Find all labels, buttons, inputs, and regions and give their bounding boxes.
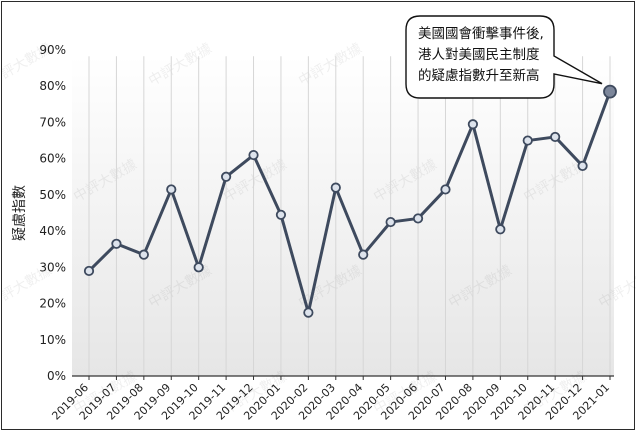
data-point [440, 184, 451, 195]
y-axis-label: 疑慮指數 [12, 185, 28, 241]
y-tick-label: 80% [39, 79, 66, 93]
data-point [495, 224, 506, 235]
grid-layer [88, 56, 611, 376]
data-point [221, 171, 232, 182]
y-tick-label: 60% [39, 152, 66, 166]
data-point [577, 160, 588, 172]
data-point [358, 249, 369, 260]
y-tick-label: 40% [39, 224, 66, 238]
data-point [385, 216, 396, 228]
callout-bubble [405, 15, 603, 99]
y-tick-label: 30% [39, 260, 66, 274]
plot-background [72, 56, 614, 376]
data-point [193, 262, 204, 273]
y-tick-label: 50% [39, 188, 66, 202]
data-point [603, 84, 617, 99]
data-point [248, 149, 259, 161]
data-point [412, 213, 424, 224]
callout-text-line: 的疑慮指數升至新高 [418, 67, 540, 84]
data-point [522, 135, 533, 146]
series-line [87, 91, 612, 315]
data-point [303, 307, 314, 318]
data-point [467, 119, 478, 130]
data-point [275, 209, 287, 220]
y-tick-label: 20% [39, 297, 66, 311]
callout-text-line: 港人對美國民主制度 [418, 47, 540, 63]
plot-area [72, 56, 614, 376]
y-tick-label: 0% [47, 369, 66, 383]
data-point [166, 184, 177, 195]
y-tick-label: 70% [39, 115, 66, 129]
y-tick-label: 10% [39, 333, 66, 347]
data-point [111, 238, 122, 249]
data-point [550, 131, 561, 143]
data-point [138, 249, 149, 260]
series-layer [83, 84, 617, 318]
y-tick-label: 90% [39, 43, 66, 57]
data-point [83, 265, 95, 277]
callout-text-line: 美國國會衝擊事件後, [418, 25, 544, 42]
data-point [330, 182, 341, 193]
